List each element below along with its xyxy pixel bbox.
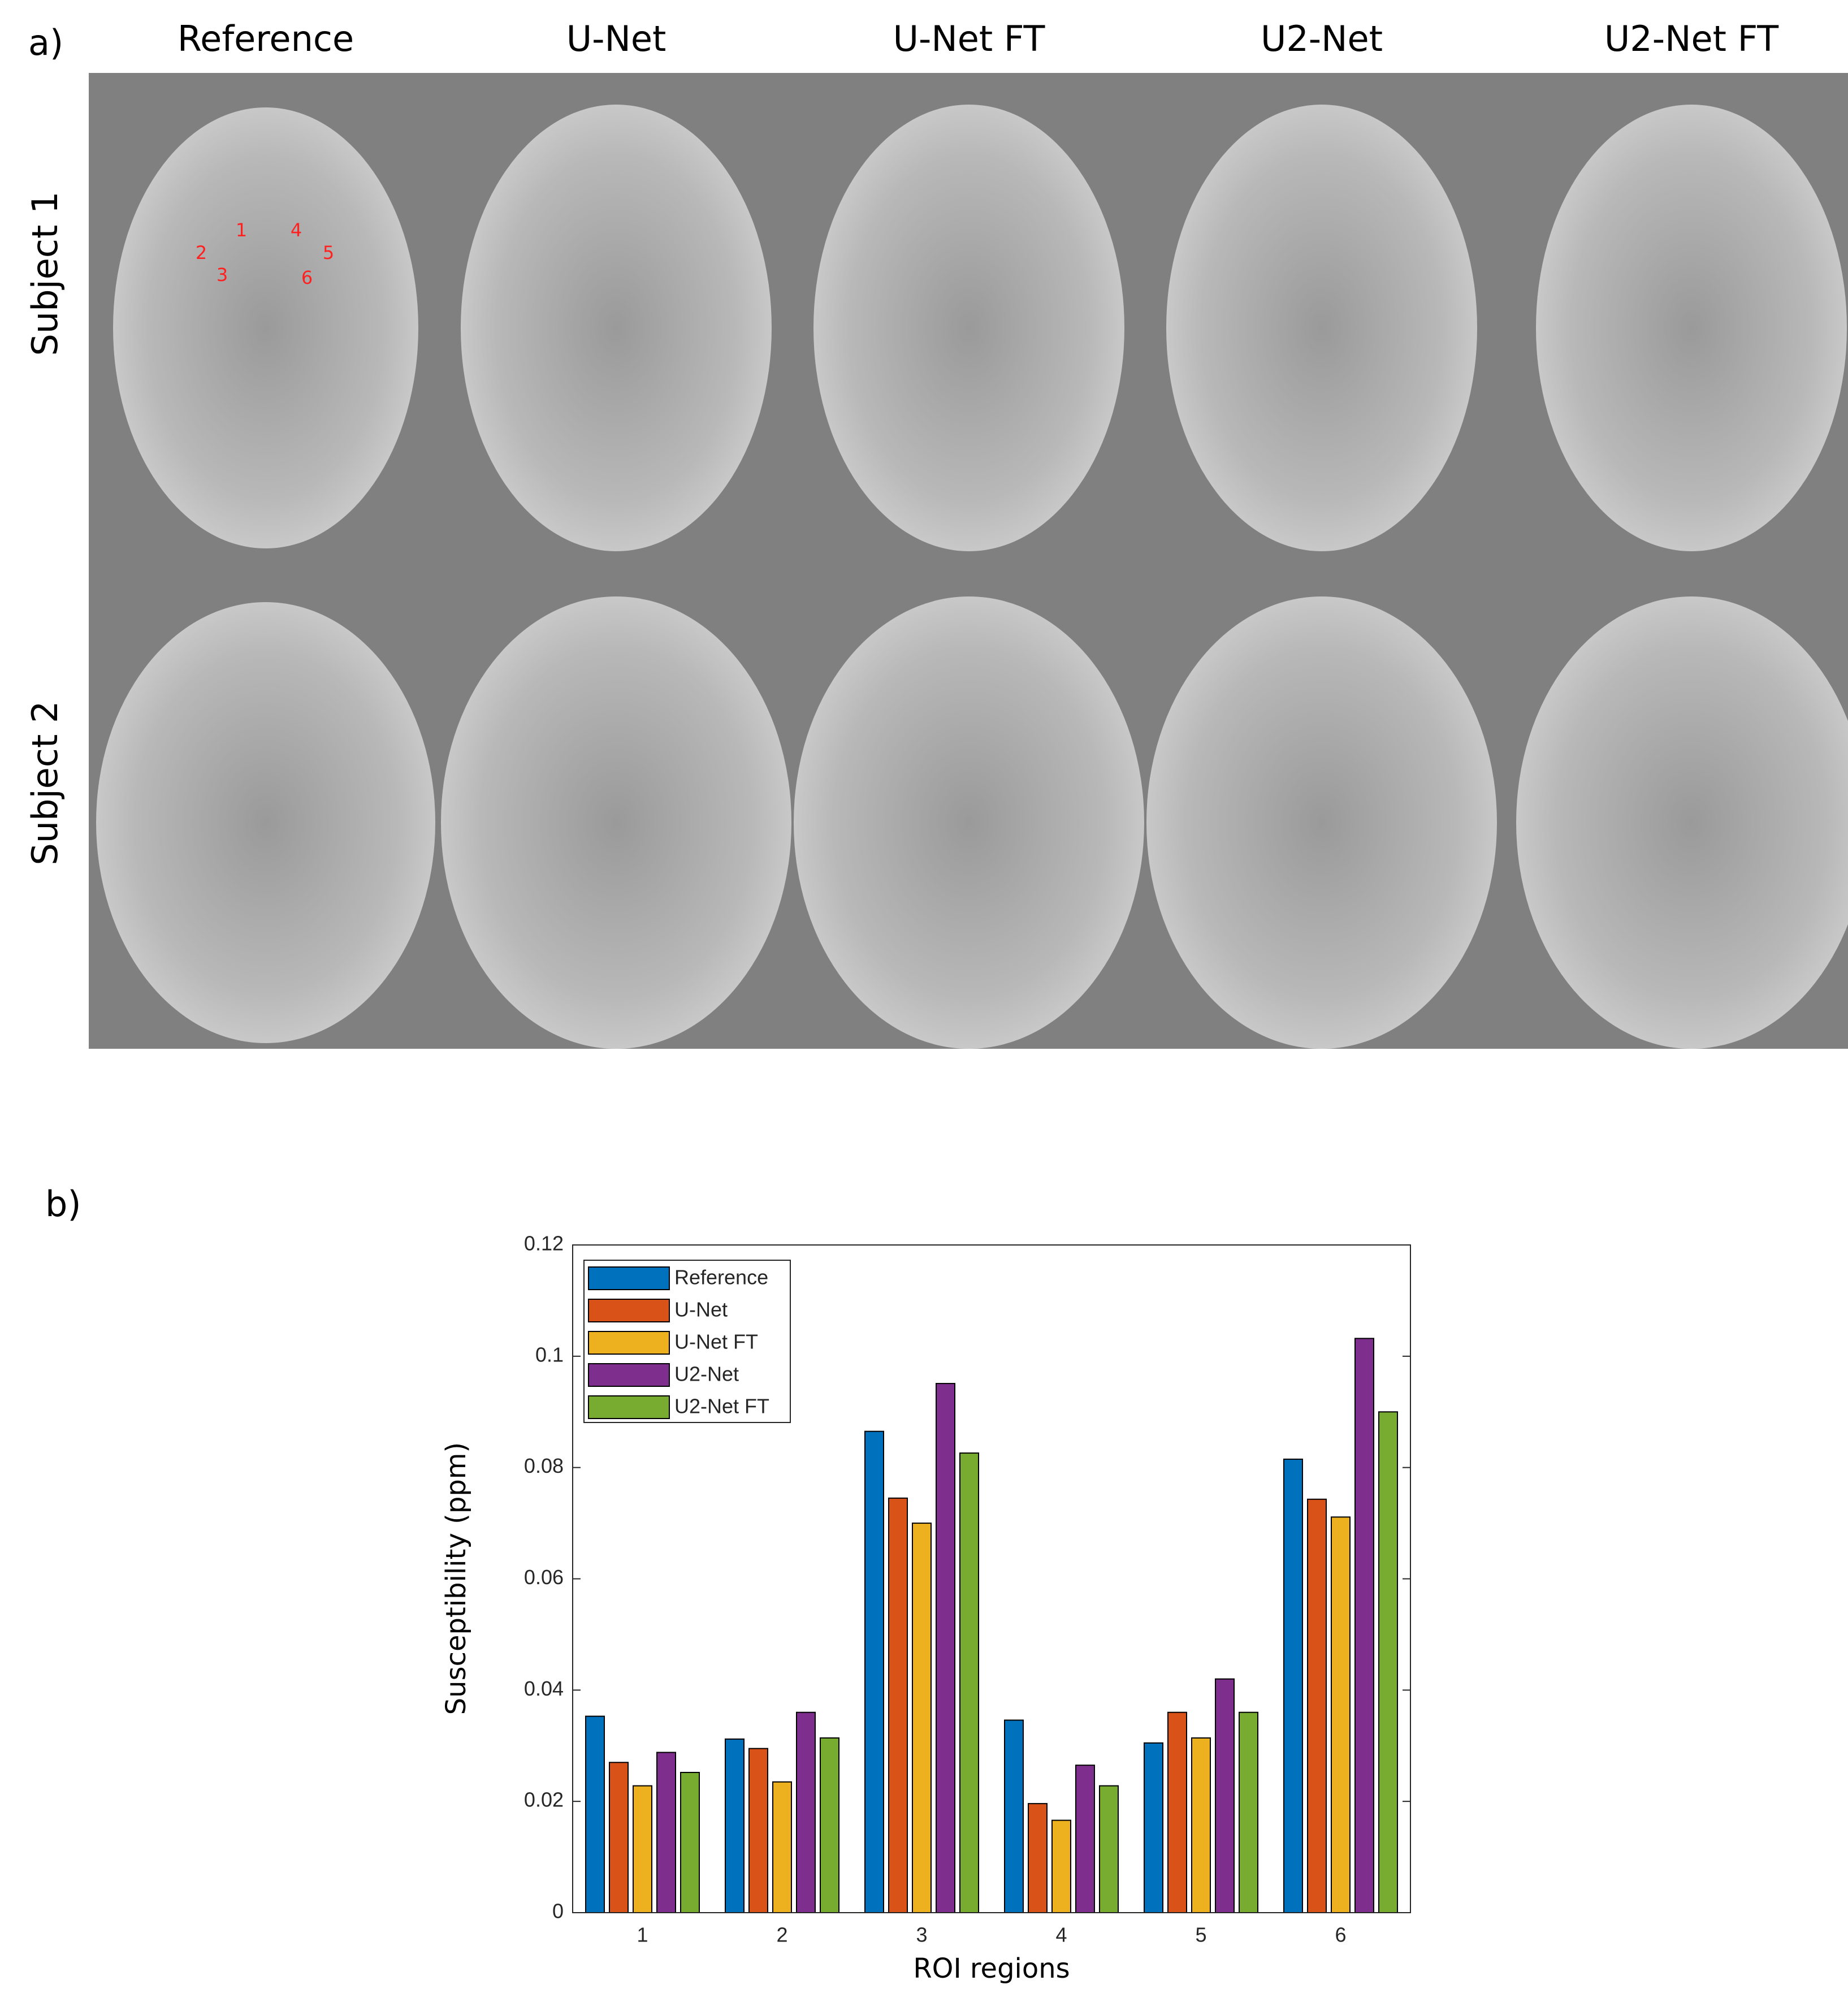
legend-swatch xyxy=(588,1331,670,1355)
legend-swatch xyxy=(588,1363,670,1387)
legend-swatch xyxy=(588,1266,670,1290)
brain-image xyxy=(96,602,435,1043)
y-tick-label: 0.02 xyxy=(524,1788,564,1811)
brain-image xyxy=(1536,105,1847,551)
roi-label: 6 xyxy=(301,267,313,288)
row-label: Subject 1 xyxy=(24,192,66,356)
x-axis-label: ROI regions xyxy=(913,1953,1070,1984)
bar xyxy=(633,1785,652,1914)
brain-image xyxy=(113,107,418,548)
bar xyxy=(820,1737,839,1913)
roi-label: 4 xyxy=(291,219,302,241)
bar xyxy=(1215,1678,1235,1913)
bar xyxy=(1378,1411,1398,1913)
roi-label: 5 xyxy=(323,242,334,263)
y-tick-label: 0.06 xyxy=(524,1566,564,1589)
bar xyxy=(864,1430,884,1913)
panel-label: b) xyxy=(45,1183,81,1225)
brain-image xyxy=(1516,596,1848,1049)
bar xyxy=(1239,1711,1258,1913)
bar xyxy=(888,1497,908,1914)
legend-label: U-Net FT xyxy=(674,1330,758,1354)
bar xyxy=(680,1771,700,1913)
bar xyxy=(656,1752,676,1914)
x-tick-label: 6 xyxy=(1335,1923,1346,1947)
bar xyxy=(1004,1719,1024,1913)
legend-swatch xyxy=(588,1395,670,1419)
y-tick-label: 0.12 xyxy=(524,1232,564,1255)
x-tick-label: 1 xyxy=(637,1923,648,1947)
legend-swatch xyxy=(588,1299,670,1322)
column-header: U2-Net xyxy=(1261,18,1383,59)
column-header: U-Net xyxy=(566,18,667,59)
column-header: U2-Net FT xyxy=(1604,18,1779,59)
bar xyxy=(959,1452,979,1914)
y-tick-label: 0.1 xyxy=(535,1343,564,1366)
y-tick-label: 0.04 xyxy=(524,1677,564,1700)
bar xyxy=(1354,1338,1374,1914)
roi-label: 1 xyxy=(236,219,247,241)
bar xyxy=(772,1781,792,1914)
x-tick-label: 2 xyxy=(776,1923,787,1947)
x-tick-label: 3 xyxy=(916,1923,927,1947)
panel-label: a) xyxy=(28,22,63,63)
bar xyxy=(609,1762,629,1913)
brain-image xyxy=(1166,105,1477,551)
roi-label: 2 xyxy=(196,242,207,263)
bar xyxy=(796,1711,816,1913)
bar xyxy=(1167,1711,1187,1913)
legend-label: U2-Net FT xyxy=(674,1395,769,1418)
bar xyxy=(1191,1737,1211,1913)
legend-label: Reference xyxy=(674,1266,768,1289)
legend-label: U-Net xyxy=(674,1298,728,1321)
brain-images xyxy=(96,105,1848,1049)
brain-image xyxy=(461,105,772,551)
roi-label: 3 xyxy=(217,264,228,286)
brain-image xyxy=(441,596,791,1049)
brain-image xyxy=(1146,596,1497,1049)
axes-box xyxy=(572,1244,1411,1913)
bar xyxy=(1028,1803,1048,1913)
column-header: U-Net FT xyxy=(893,18,1046,59)
bar xyxy=(912,1523,932,1913)
bar xyxy=(1331,1516,1351,1914)
y-axis-label: Susceptibility (ppm) xyxy=(440,1442,472,1715)
bar xyxy=(748,1748,768,1914)
y-tick-label: 0.08 xyxy=(524,1454,564,1477)
bar xyxy=(1075,1765,1095,1913)
row-label: Subject 2 xyxy=(24,701,66,866)
x-tick-label: 5 xyxy=(1195,1923,1206,1947)
bar xyxy=(936,1383,955,1914)
bar xyxy=(585,1715,605,1913)
bar xyxy=(1307,1498,1327,1913)
brain-image xyxy=(813,105,1124,551)
legend-label: U2-Net xyxy=(674,1363,739,1386)
bar xyxy=(725,1738,745,1913)
bar xyxy=(1283,1458,1303,1913)
brain-image xyxy=(794,596,1144,1049)
column-header: Reference xyxy=(178,18,354,59)
bar xyxy=(1099,1785,1119,1914)
y-tick-label: 0 xyxy=(552,1900,564,1923)
bar xyxy=(1144,1742,1163,1913)
x-tick-label: 4 xyxy=(1055,1923,1067,1947)
bar xyxy=(1051,1819,1071,1914)
